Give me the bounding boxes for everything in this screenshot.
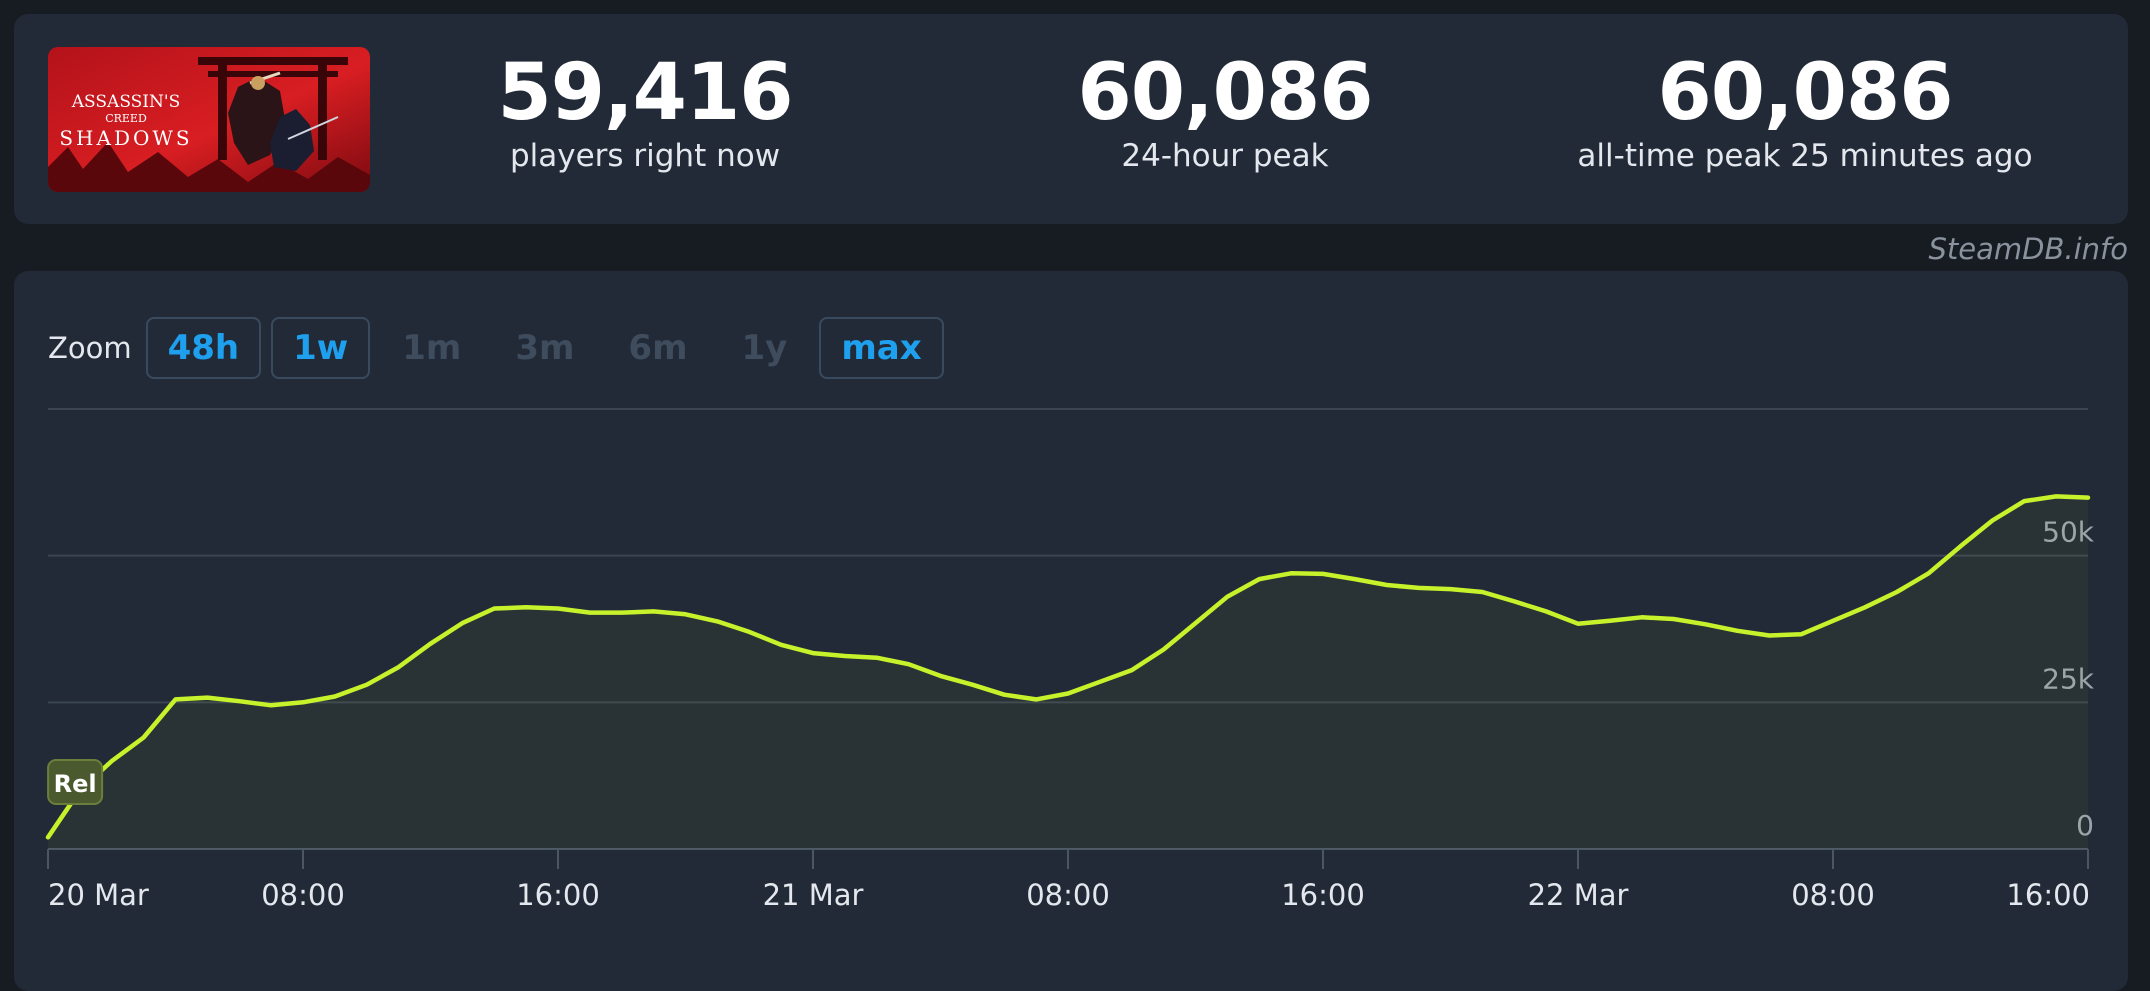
steamdb-watermark[interactable]: SteamDB.info [1928,232,2128,266]
zoom-button-6m[interactable]: 6m [606,317,709,379]
zoom-button-1y[interactable]: 1y [720,317,810,379]
x-tick-label: 08:00 [1026,878,1110,912]
series-line [45,494,2091,840]
player-count-chart[interactable]: 0 25k 50k 20 Mar 08:00 16:00 21 Mar 08:00 16:00 2… [14,271,2128,968]
x-tick-label: 08:00 [261,878,345,912]
stat-all-time-peak: 60,086 all-time peak 25 minutes ago [1577,48,2032,176]
zoom-button-48h[interactable]: 48h [145,317,262,379]
capsule-title-line3: SHADOWS [59,126,192,150]
game-art-icon: ASSASSIN'S CREED SHADOWS [48,47,370,192]
stat-value: 60,086 [1657,48,1953,138]
zoom-button-1m[interactable]: 1m [380,317,483,379]
zoom-bar: Zoom 48h 1w 1m 3m 6m 1y max [48,316,954,380]
zoom-button-1w[interactable]: 1w [271,317,371,379]
stat-value: 60,086 [1077,48,1374,138]
y-tick-label: 50k [2042,516,2095,549]
capsule-title-line1: ASSASSIN'S [71,92,180,112]
stat-label: 24-hour peak [1121,138,1329,174]
x-tick-label: 16:00 [1281,878,1365,912]
stat-label: all-time peak 25 minutes ago [1577,138,2033,174]
release-badge-label: Rel [54,770,97,798]
stat-24h-peak: 60,086 24-hour peak [1077,48,1374,176]
chart-card: Zoom 48h 1w 1m 3m 6m 1y max 0 25k 50k 20 Ma… [14,271,2128,991]
zoom-button-max[interactable]: max [819,317,944,379]
release-badge [47,759,104,805]
zoom-label: Zoom [48,331,132,365]
x-tick-label: 22 Mar [1528,878,1629,912]
stat-label: players right now [509,138,781,174]
series-area [48,496,2088,849]
x-tick-label: 08:00 [1791,878,1875,912]
y-tick-label: 25k [2042,662,2095,695]
game-capsule-image[interactable]: ASSASSIN'S CREED SHADOWS [48,47,370,192]
stat-players-now: 59,416 players right now [497,48,794,176]
x-tick-label: 16:00 [516,878,600,912]
stat-value: 59,416 [497,48,794,138]
stats-card: ASSASSIN'S CREED SHADOWS 59,416 players … [14,14,2128,224]
y-tick-label: 0 [2076,809,2094,842]
x-tick-label: 21 Mar [763,878,864,912]
x-tick-label: 20 Mar [48,878,149,912]
capsule-title-line2: CREED [105,112,147,125]
x-tick-label: 16:00 [2006,878,2090,912]
zoom-button-3m[interactable]: 3m [493,317,596,379]
